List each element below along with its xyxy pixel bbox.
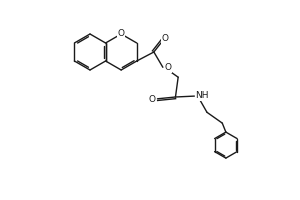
- Text: O: O: [118, 29, 125, 38]
- Text: O: O: [161, 34, 168, 43]
- Text: O: O: [148, 95, 155, 104]
- Text: O: O: [164, 63, 172, 72]
- Text: NH: NH: [195, 91, 209, 100]
